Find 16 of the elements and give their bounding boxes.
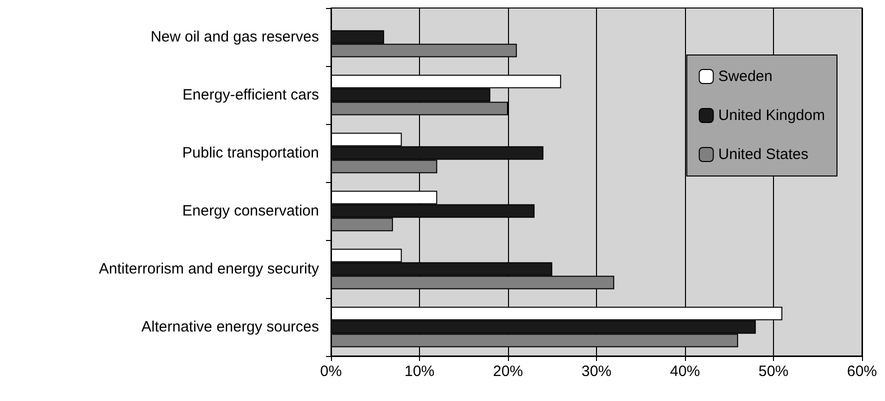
y-tick-label: Public transportation <box>182 144 319 162</box>
legend-label: United Kingdom <box>718 107 826 124</box>
y-tick-label: New oil and gas reserves <box>150 28 319 46</box>
legend-label: United States <box>718 146 808 163</box>
y-tick-label: Energy conservation <box>182 202 319 220</box>
legend-label: Sweden <box>718 68 772 85</box>
x-tick-label: 10% <box>404 363 435 380</box>
x-tick-label: 60% <box>846 363 878 380</box>
x-tick-label: 50% <box>758 363 789 380</box>
x-tick-label: 0% <box>320 363 342 380</box>
x-tick-label: 40% <box>670 363 700 380</box>
y-tick-label: Energy-efficient cars <box>182 86 319 104</box>
y-tick-label: Alternative energy sources <box>141 318 319 336</box>
x-tick-label: 20% <box>492 363 524 380</box>
x-tick-label: 30% <box>581 363 612 380</box>
y-tick-label: Antiterrorism and energy security <box>98 260 320 278</box>
